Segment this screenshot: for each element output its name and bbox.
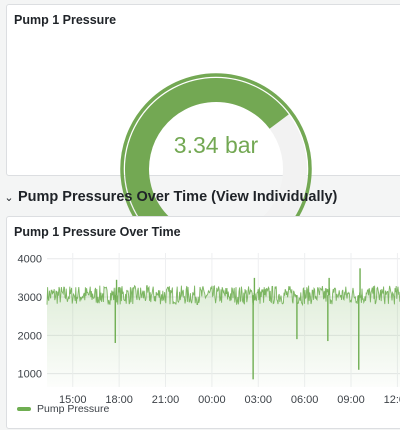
y-tick-label: 4000 — [18, 254, 42, 266]
x-tick-label: 06:00 — [291, 394, 319, 406]
gauge-panel: Pump 1 Pressure 3.34 bar — [6, 4, 400, 258]
x-tick-label: 15:00 — [59, 394, 87, 406]
pressure-gauge: 3.34 bar — [120, 73, 312, 258]
x-tick-label: 03:00 — [245, 394, 273, 406]
gauge-panel-title[interactable]: Pump 1 Pressure — [14, 13, 117, 27]
x-tick-label: 00:00 — [198, 394, 226, 406]
row-header-pump-pressures[interactable]: ⌄ Pump Pressures Over Time (View Individ… — [4, 186, 337, 208]
x-tick-label: 21:00 — [152, 394, 180, 406]
gauge-threshold-ok — [120, 73, 312, 245]
gauge-value-arc — [125, 78, 289, 254]
y-tick-label: 2000 — [18, 330, 42, 342]
series-area-fill — [47, 285, 400, 387]
series-line-pump-pressure — [46, 284, 400, 307]
row-title[interactable]: Pump Pressures Over Time (View Individua… — [18, 189, 338, 205]
gauge-value-text: 3.34 bar — [174, 132, 259, 158]
legend-swatch — [17, 407, 31, 411]
x-tick-label: 09:00 — [337, 394, 365, 406]
x-tick-label: 12:00 — [384, 394, 400, 406]
legend-label[interactable]: Pump Pressure — [37, 403, 110, 415]
timeseries-panel-title[interactable]: Pump 1 Pressure Over Time — [14, 225, 181, 239]
timeseries-panel: Pump 1 Pressure Over Time 1000 2000 3000 40… — [6, 216, 400, 429]
pressure-line-chart[interactable]: 1000 2000 3000 4000 15:00 18:00 21:00 00:00 03:0… — [7, 217, 400, 430]
y-tick-label: 1000 — [18, 369, 42, 381]
chevron-down-icon[interactable]: ⌄ — [4, 191, 14, 204]
x-tick-label: 18:00 — [105, 394, 133, 406]
chart-legend[interactable]: Pump Pressure — [17, 403, 109, 415]
y-tick-label: 3000 — [18, 292, 42, 304]
